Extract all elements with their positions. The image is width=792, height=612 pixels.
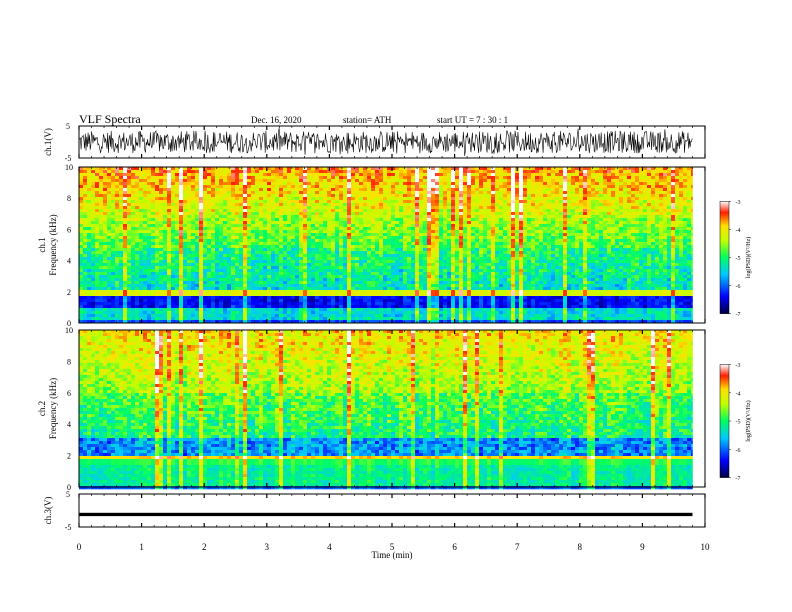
xtick-label: 0 xyxy=(77,542,82,552)
xtick-label: 1 xyxy=(139,542,144,552)
ytick-label: 6 xyxy=(67,389,71,398)
colorbar-tick-label: -5 xyxy=(736,256,741,262)
xtick-label: 7 xyxy=(515,542,520,552)
ytick-label: 10 xyxy=(65,326,73,335)
colorbar-tick-label: -3 xyxy=(736,200,741,206)
xtick-label: 2 xyxy=(202,542,207,552)
colorbar-tick-label: -6 xyxy=(736,448,741,454)
colorbar-tick-label: -6 xyxy=(736,284,741,290)
ch3-waveform-line xyxy=(79,512,693,517)
ytick-label: 4 xyxy=(67,257,71,266)
colorbar-tick-label: -4 xyxy=(736,391,741,397)
ytick-label: 10 xyxy=(65,163,73,172)
xtick-label: 9 xyxy=(640,542,645,552)
xaxis-label: Time (min) xyxy=(372,550,413,560)
xtick-label: 10 xyxy=(701,542,711,552)
chart-title: VLF Spectra xyxy=(79,112,141,126)
ch1-channel-label: ch.1 xyxy=(37,237,47,252)
ch1-ylabel: Frequency (kHz) xyxy=(48,214,58,275)
ytick-label: 2 xyxy=(67,452,71,461)
ch3-waveform-ylabel: ch.3(V) xyxy=(43,497,53,525)
ch2-spectrogram xyxy=(78,329,731,490)
ytick-label: 4 xyxy=(67,420,71,429)
ytick-label: -5 xyxy=(65,523,72,532)
ytick-label: 6 xyxy=(67,225,71,234)
xtick-label: 8 xyxy=(578,542,583,552)
ytick-label: 8 xyxy=(67,357,71,366)
colorbar-tick-label: -5 xyxy=(736,420,741,426)
xtick-label: 6 xyxy=(452,542,457,552)
colorbar-tick-label: -4 xyxy=(736,228,741,234)
ytick-label: 0 xyxy=(67,319,71,328)
ytick-label: 0 xyxy=(67,483,71,492)
colorbar-tick-label: -7 xyxy=(736,476,741,482)
ch2-colorbar xyxy=(719,364,730,478)
date-label: Dec. 16, 2020 xyxy=(251,115,302,125)
ytick-label: 5 xyxy=(66,122,70,131)
ch1-waveform-ylabel: ch.1(V) xyxy=(43,128,53,156)
start-time-label: start UT = 7 : 30 : 1 xyxy=(437,115,509,125)
ytick-label: 5 xyxy=(66,490,70,499)
ch1-spectrogram xyxy=(78,166,731,324)
colorbar-tick-label: -7 xyxy=(736,312,741,318)
colorbar-tick-label: -3 xyxy=(736,363,741,369)
ch3-waveform-frame xyxy=(78,493,706,528)
ch1-colorbar-label: log(PSD)(V²/Hz) xyxy=(745,237,752,278)
ch2-colorbar-label: log(PSD)(V²/Hz) xyxy=(745,400,752,441)
ytick-label: 2 xyxy=(67,288,71,297)
ytick-label: 8 xyxy=(67,194,71,203)
ch1-colorbar xyxy=(719,201,730,314)
ch2-channel-label: ch.2 xyxy=(37,401,47,416)
xtick-label: 4 xyxy=(327,542,332,552)
xtick-label: 3 xyxy=(265,542,270,552)
ytick-label: -5 xyxy=(65,154,72,163)
station-label: station= ATH xyxy=(343,115,392,125)
ch1-waveform-line xyxy=(78,128,693,157)
ch2-ylabel: Frequency (kHz) xyxy=(48,378,58,439)
xtick-label: 5 xyxy=(390,542,395,552)
